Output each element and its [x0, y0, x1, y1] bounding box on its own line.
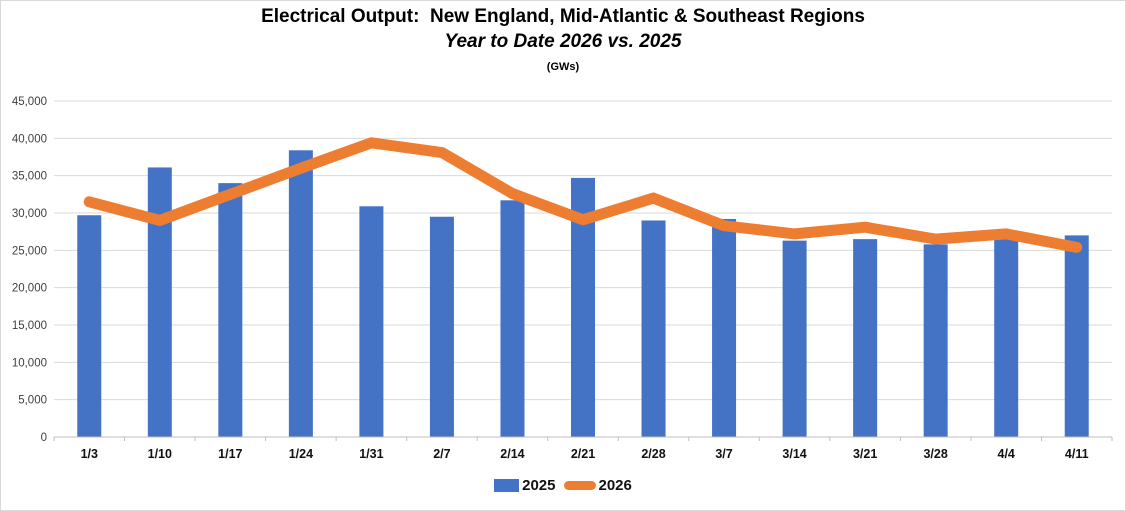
x-axis-label-2/28: 2/28	[641, 447, 665, 461]
y-axis-tick-label: 45,000	[12, 96, 47, 108]
line-2026	[83, 137, 1083, 253]
bar-2025-3/21	[853, 239, 878, 437]
legend-label-2025: 2025	[522, 477, 556, 494]
legend-item-2026: 2026	[563, 477, 632, 494]
legend: 2025 2026	[1, 477, 1125, 494]
x-axis-label-3/7: 3/7	[715, 447, 732, 461]
x-axis-label-1/31: 1/31	[359, 447, 383, 461]
legend-label-2026: 2026	[598, 477, 632, 494]
x-axis-label-4/11: 4/11	[1065, 447, 1089, 461]
legend-item-2025: 2025	[494, 477, 556, 494]
x-axis-label-2/14: 2/14	[500, 447, 524, 461]
x-axis-label-1/10: 1/10	[148, 447, 172, 461]
chart-title: Electrical Output: New England, Mid-Atla…	[261, 6, 865, 27]
bar-2025-4/4	[994, 236, 1019, 437]
chart-units-label: (GWs)	[546, 61, 580, 73]
bar-2025-2/28	[641, 220, 666, 437]
x-axis-label-4/4: 4/4	[998, 447, 1015, 461]
y-axis-tick-label: 10,000	[12, 357, 47, 369]
y-axis-tick-label: 40,000	[12, 133, 47, 145]
x-axis-label-3/21: 3/21	[853, 447, 877, 461]
x-axis-label-3/28: 3/28	[923, 447, 947, 461]
bar-2025-3/28	[923, 244, 948, 437]
y-axis-tick-label: 30,000	[12, 208, 47, 220]
x-axis-label-2/7: 2/7	[433, 447, 450, 461]
legend-swatch-2026-line	[563, 481, 596, 490]
y-axis-tick-label: 25,000	[12, 245, 47, 257]
y-axis-tick-label: 35,000	[12, 171, 47, 183]
y-axis-tick-label: 5,000	[18, 395, 47, 407]
y-axis-tick-label: 0	[41, 432, 47, 444]
bar-2025-1/31	[359, 206, 384, 437]
bar-2025-1/10	[147, 167, 172, 437]
x-axis-label-1/3: 1/3	[81, 447, 98, 461]
bar-2025-3/7	[712, 218, 737, 437]
bar-2025-4/11	[1064, 235, 1089, 437]
bar-2025-1/24	[288, 150, 313, 437]
bar-2025-2/7	[429, 216, 454, 437]
x-axis-label-1/17: 1/17	[218, 447, 242, 461]
x-axis-label-1/24: 1/24	[289, 447, 313, 461]
bar-2025-3/14	[782, 240, 807, 437]
y-axis-tick-label: 20,000	[12, 283, 47, 295]
bar-2025-2/14	[500, 200, 525, 437]
bar-2025-1/17	[218, 183, 243, 437]
bar-2025-1/3	[77, 215, 102, 437]
x-axis-label-3/14: 3/14	[782, 447, 806, 461]
chart-subtitle: Year to Date 2026 vs. 2025	[444, 31, 682, 52]
legend-swatch-2025-bar	[494, 479, 520, 492]
y-axis-tick-label: 15,000	[12, 320, 47, 332]
x-axis-label-2/21: 2/21	[571, 447, 595, 461]
